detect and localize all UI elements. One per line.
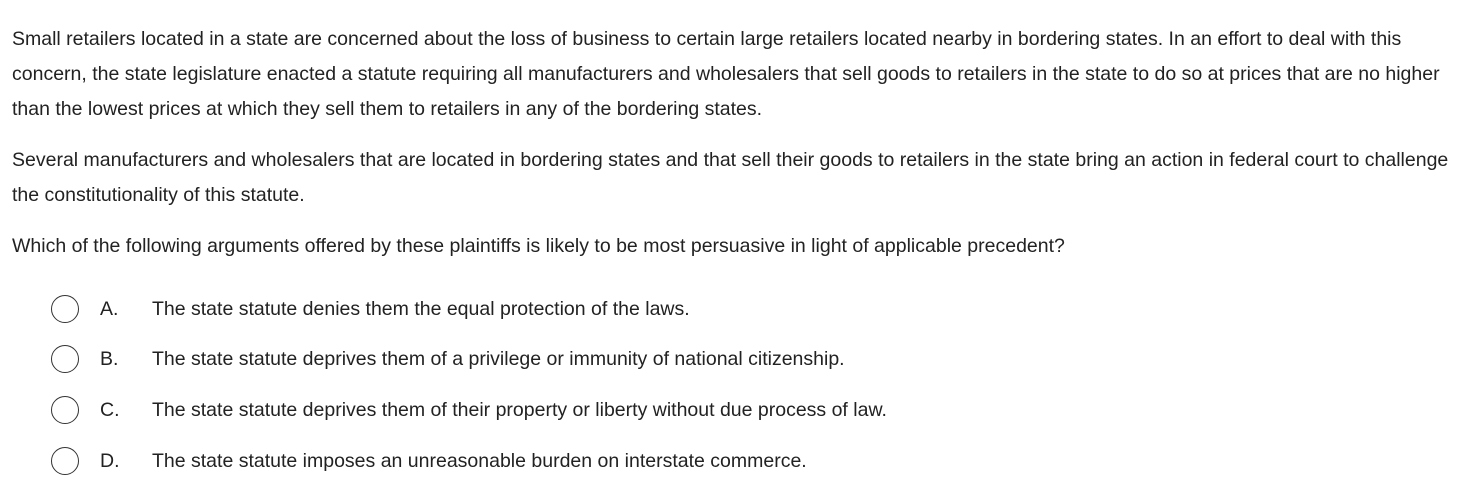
- option-text-a: The state statute denies them the equal …: [152, 297, 690, 320]
- option-letter-a: A.: [100, 297, 119, 320]
- radio-button-d[interactable]: [51, 447, 79, 475]
- option-text-b: The state statute deprives them of a pri…: [152, 347, 845, 370]
- option-letter-c: C.: [100, 398, 120, 421]
- answer-option-b[interactable]: B. The state statute deprives them of a …: [51, 342, 845, 376]
- option-letter-b: B.: [100, 347, 119, 370]
- question-stem: Small retailers located in a state are c…: [12, 22, 1452, 264]
- option-letter-d: D.: [100, 449, 120, 472]
- question-prompt: Which of the following arguments offered…: [12, 235, 1065, 257]
- answer-option-d[interactable]: D. The state statute imposes an unreason…: [51, 444, 807, 478]
- radio-button-c[interactable]: [51, 396, 79, 424]
- option-text-d: The state statute imposes an unreasonabl…: [152, 449, 807, 472]
- option-text-c: The state statute deprives them of their…: [152, 398, 887, 421]
- answer-option-c[interactable]: C. The state statute deprives them of th…: [51, 393, 887, 427]
- question-paragraph-2: Several manufacturers and wholesalers th…: [12, 149, 1449, 206]
- radio-button-a[interactable]: [51, 295, 79, 323]
- radio-button-b[interactable]: [51, 345, 79, 373]
- answer-option-a[interactable]: A. The state statute denies them the equ…: [51, 292, 690, 326]
- question-paragraph-1: Small retailers located in a state are c…: [12, 28, 1440, 120]
